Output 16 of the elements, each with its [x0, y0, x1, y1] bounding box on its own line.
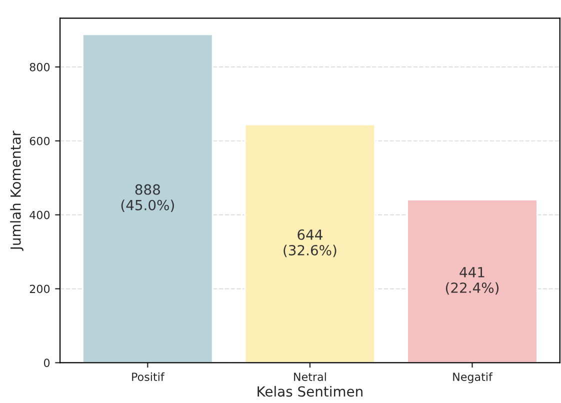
bar: [82, 34, 214, 363]
data-label: 644 (32.6%): [284, 229, 336, 258]
data-label: 441 (22.4%): [446, 267, 499, 295]
x-tick-label: Netral: [294, 372, 326, 382]
y-tick-label: 200: [30, 284, 50, 294]
data-label: 888 (45.0%): [121, 184, 174, 212]
y-tick-label: 400: [30, 210, 50, 220]
bar: [244, 124, 376, 363]
y-tick-label: 0: [44, 358, 50, 368]
x-axis-title: Kelas Sentimen: [258, 386, 362, 397]
y-axis-title: Jumlah Komentar: [10, 130, 24, 251]
bar: [406, 198, 538, 363]
x-tick-label: Negatif: [453, 372, 493, 384]
y-tick-label: 800: [30, 62, 50, 72]
x-tick-label: Positif: [132, 372, 165, 382]
y-tick-label: 600: [30, 136, 50, 146]
